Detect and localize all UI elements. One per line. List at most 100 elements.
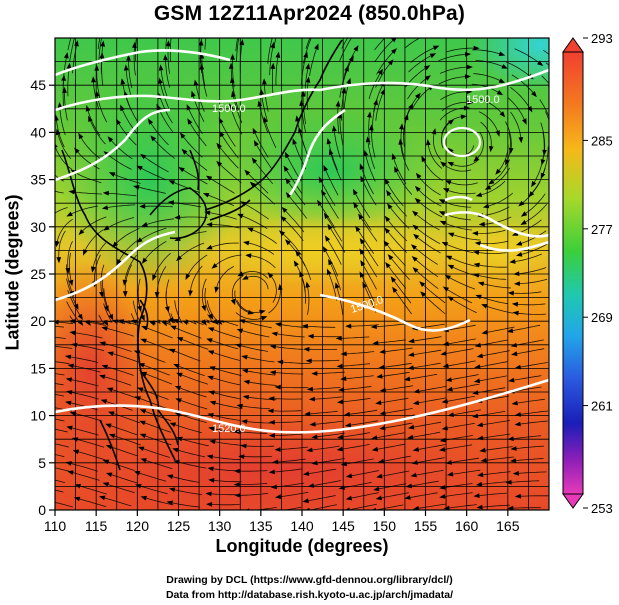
wind-arrow xyxy=(176,255,183,262)
wind-arrow xyxy=(421,155,427,163)
wind-arrow xyxy=(323,212,330,220)
streamline xyxy=(55,336,66,339)
wind-arrow xyxy=(507,505,514,510)
streamline xyxy=(415,503,447,510)
streamline xyxy=(55,345,73,349)
wind-arrow xyxy=(305,76,311,83)
wind-arrow xyxy=(413,233,420,240)
streamline xyxy=(539,99,549,119)
wind-arrow xyxy=(99,52,105,59)
streamline xyxy=(55,383,64,386)
wind-arrow xyxy=(107,351,114,357)
wind-arrow xyxy=(415,172,422,179)
streamline xyxy=(55,443,69,448)
wind-arrow xyxy=(405,483,413,489)
streamline xyxy=(522,204,547,224)
wind-arrow xyxy=(377,458,385,464)
wind-arrow xyxy=(178,167,185,173)
streamline xyxy=(445,324,476,331)
wind-arrow xyxy=(169,487,176,493)
wind-arrow xyxy=(540,172,546,179)
wind-arrow xyxy=(322,246,328,253)
streamline xyxy=(395,168,413,195)
colorbar-scale xyxy=(562,51,584,495)
streamline xyxy=(523,193,546,216)
wind-arrow xyxy=(268,433,275,438)
streamline xyxy=(450,159,479,167)
wind-arrow xyxy=(247,227,254,233)
streamline xyxy=(177,216,208,219)
wind-arrow xyxy=(212,318,219,325)
streamline xyxy=(476,264,507,268)
streamline xyxy=(343,458,374,465)
wind-arrow xyxy=(136,165,143,171)
wind-arrow xyxy=(241,368,249,374)
wind-arrow xyxy=(346,77,351,85)
streamline xyxy=(444,395,475,403)
streamline xyxy=(311,396,343,400)
wind-arrow xyxy=(359,271,365,278)
colorbar: 293 285 277 269 261 253 xyxy=(562,31,613,516)
wind-arrow xyxy=(476,504,483,510)
streamline xyxy=(113,228,140,246)
x-tick-label: 135 xyxy=(249,518,273,534)
wind-arrow xyxy=(152,274,157,281)
streamline xyxy=(56,218,73,245)
streamline xyxy=(135,186,166,194)
wind-arrow xyxy=(126,54,131,61)
wind-arrow xyxy=(518,200,525,207)
wind-arrow xyxy=(206,222,213,227)
streamline xyxy=(478,180,506,196)
streamline xyxy=(403,116,408,147)
streamline xyxy=(211,427,242,434)
wind-arrow xyxy=(262,78,267,85)
wind-arrow xyxy=(207,375,214,381)
wind-arrow xyxy=(269,344,277,350)
streamline xyxy=(172,326,202,339)
streamline xyxy=(510,507,541,509)
streamline xyxy=(343,375,374,380)
streamline xyxy=(217,144,239,169)
streamline xyxy=(305,468,337,475)
wind-arrow xyxy=(104,305,109,312)
streamline xyxy=(410,349,442,356)
wind-arrow xyxy=(137,387,144,392)
wind-arrow xyxy=(331,125,337,132)
wind-arrow xyxy=(308,396,316,402)
streamline xyxy=(244,370,276,376)
streamline xyxy=(92,79,100,110)
streamline xyxy=(325,215,343,242)
streamline xyxy=(55,373,65,376)
streamline xyxy=(353,191,371,219)
streamline xyxy=(485,192,514,208)
wind-arrow xyxy=(131,319,138,325)
streamline xyxy=(57,131,72,160)
streamline xyxy=(55,467,71,473)
streamline xyxy=(480,121,492,150)
wind-arrow xyxy=(208,426,215,432)
wind-arrow xyxy=(140,458,147,463)
wind-arrow xyxy=(478,221,485,227)
wind-arrow xyxy=(407,365,414,370)
streamline xyxy=(473,73,503,83)
streamline xyxy=(450,409,481,416)
streamline xyxy=(242,202,269,220)
streamline xyxy=(169,501,200,508)
x-tick-label: 120 xyxy=(126,518,150,534)
wind-arrow xyxy=(392,26,398,32)
wind-arrow xyxy=(36,439,42,444)
wind-arrow xyxy=(337,399,344,405)
streamline xyxy=(271,421,303,423)
wind-arrow xyxy=(473,45,480,51)
streamline xyxy=(375,339,406,344)
wind-arrow xyxy=(334,282,340,289)
streamline xyxy=(68,378,99,387)
wind-arrow xyxy=(158,64,164,71)
streamline xyxy=(514,348,545,355)
streamline xyxy=(212,401,243,409)
wind-arrow xyxy=(293,260,299,267)
streamline xyxy=(368,70,382,100)
streamline xyxy=(341,481,372,489)
wind-arrow xyxy=(411,256,418,262)
wind-arrow xyxy=(228,103,234,110)
